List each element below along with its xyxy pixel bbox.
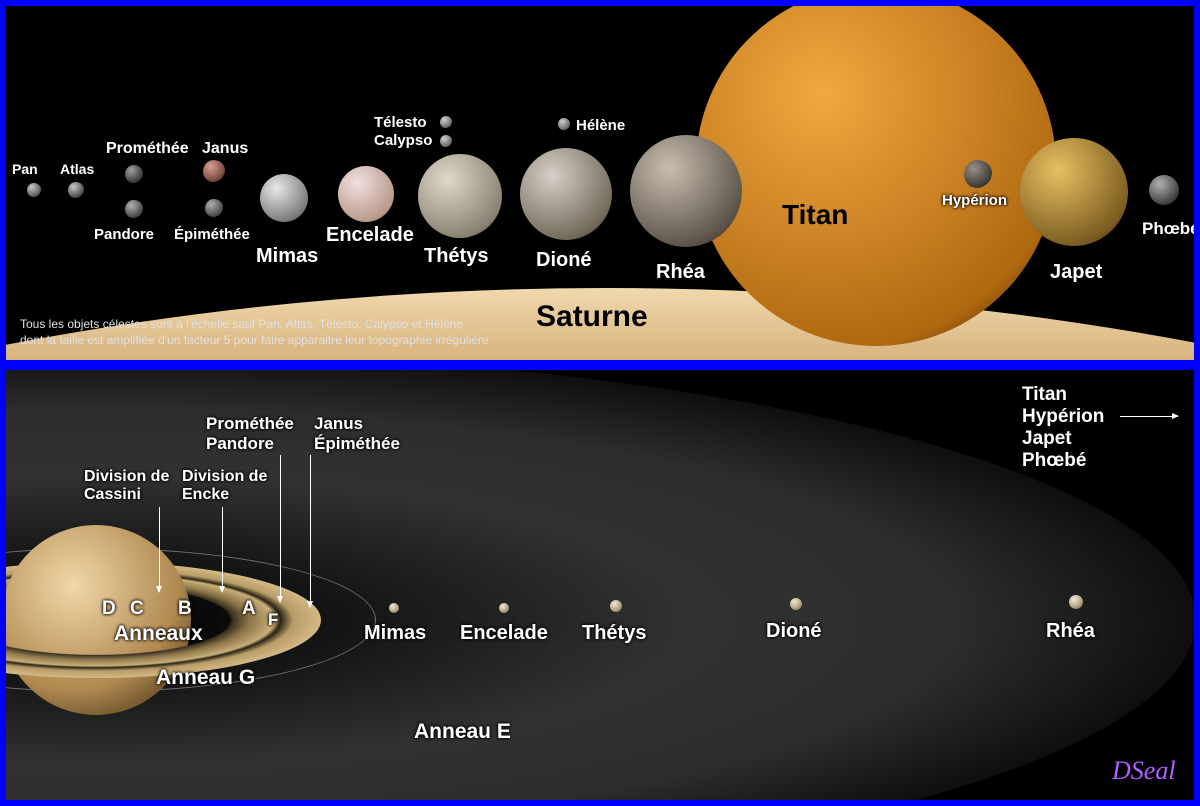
moon-label-hypérion: Hypérion xyxy=(942,192,1007,209)
ring-label: Anneaux xyxy=(114,622,203,646)
pointer-arrow xyxy=(222,507,223,592)
division-label: Prométhée Pandore xyxy=(206,414,294,454)
moon-pan xyxy=(27,183,41,197)
moon-hélène xyxy=(558,118,570,130)
pointer-arrow xyxy=(159,507,160,592)
ring-label: Anneau G xyxy=(156,666,255,690)
moon-atlas xyxy=(68,182,84,198)
orbit-moon-label: Mimas xyxy=(364,622,426,645)
moon-télesto xyxy=(440,116,452,128)
ring-letter-B: B xyxy=(178,598,192,620)
moon-japet xyxy=(1020,138,1128,246)
orbit-moon-mimas xyxy=(389,603,399,613)
outer-moon-item: Japet xyxy=(1022,428,1104,450)
outer-moon-item: Titan xyxy=(1022,384,1104,406)
moon-label-japet: Japet xyxy=(1050,261,1102,284)
top-panel: Pan Atlas Prométhée Pandore Janus Épiméthée Mi… xyxy=(6,6,1194,360)
orbit-moon-label: Thétys xyxy=(582,622,646,645)
outer-moon-item: Phœbé xyxy=(1022,450,1104,472)
moon-label-janus: Janus xyxy=(202,140,248,158)
moon-encelade xyxy=(338,166,394,222)
orbit-moon-thétys xyxy=(610,600,622,612)
moon-prométhée xyxy=(125,165,143,183)
ring-letter-D: D xyxy=(102,598,116,620)
pointer-arrow xyxy=(280,455,281,602)
orbit-moon-encelade xyxy=(499,603,509,613)
moon-label-hélène: Hélène xyxy=(576,117,625,134)
moon-épiméthée xyxy=(205,199,223,217)
moon-label-pan: Pan xyxy=(12,161,38,177)
moon-label-encelade: Encelade xyxy=(326,224,414,247)
moon-label-télesto: Télesto xyxy=(374,114,427,131)
moon-label-prométhée: Prométhée xyxy=(106,140,189,158)
ring-label: Anneau E xyxy=(414,720,511,744)
credit: DSeal xyxy=(1112,756,1176,786)
moon-mimas xyxy=(260,174,308,222)
moon-titan xyxy=(696,6,1056,346)
scale-caption: Tous les objets célestes sont à l'échell… xyxy=(20,316,489,348)
ring-letter-F: F xyxy=(268,610,278,630)
panel-divider xyxy=(6,360,1194,370)
pointer-arrow xyxy=(310,455,311,607)
saturn-label: Saturne xyxy=(536,300,648,334)
moon-label-rhéa: Rhéa xyxy=(656,261,705,284)
orbit-moon-label: Dioné xyxy=(766,620,822,643)
moon-pandore xyxy=(125,200,143,218)
moon-label-thétys: Thétys xyxy=(424,245,488,268)
division-label: Division de Cassini xyxy=(84,468,169,504)
moon-label-dioné: Dioné xyxy=(536,249,592,272)
moon-label-calypso: Calypso xyxy=(374,132,432,149)
moon-calypso xyxy=(440,135,452,147)
outer-moons-list: TitanHypérionJapetPhœbé xyxy=(1022,384,1104,472)
division-label: Division de Encke xyxy=(182,468,267,504)
moon-label-phœbé: Phœbé xyxy=(1142,219,1194,239)
bottom-panel: DC B AF Anneaux Anneau G Anneau E Division de … xyxy=(6,370,1194,800)
orbit-moon-label: Encelade xyxy=(460,622,548,645)
diagram-frame: Pan Atlas Prométhée Pandore Janus Épiméthée Mi… xyxy=(6,6,1194,800)
moon-label-pandore: Pandore xyxy=(94,226,154,243)
moon-dioné xyxy=(520,148,612,240)
moon-label-titan: Titan xyxy=(782,199,848,231)
ring-letter-C: C xyxy=(130,598,144,620)
division-label: Janus Épiméthée xyxy=(314,414,400,454)
moon-phœbé xyxy=(1149,175,1179,205)
outer-moon-item: Hypérion xyxy=(1022,406,1104,428)
moon-label-épiméthée: Épiméthée xyxy=(174,226,250,243)
ring-letter-A: A xyxy=(242,598,256,620)
orbit-moon-rhéa xyxy=(1069,595,1083,609)
orbit-moon-label: Rhéa xyxy=(1046,620,1095,643)
moon-janus xyxy=(203,160,225,182)
moon-thétys xyxy=(418,154,502,238)
orbit-moon-dioné xyxy=(790,598,802,610)
moon-rhéa xyxy=(630,135,742,247)
moon-label-atlas: Atlas xyxy=(60,161,94,177)
outer-arrow xyxy=(1120,416,1178,417)
moon-label-mimas: Mimas xyxy=(256,245,318,268)
